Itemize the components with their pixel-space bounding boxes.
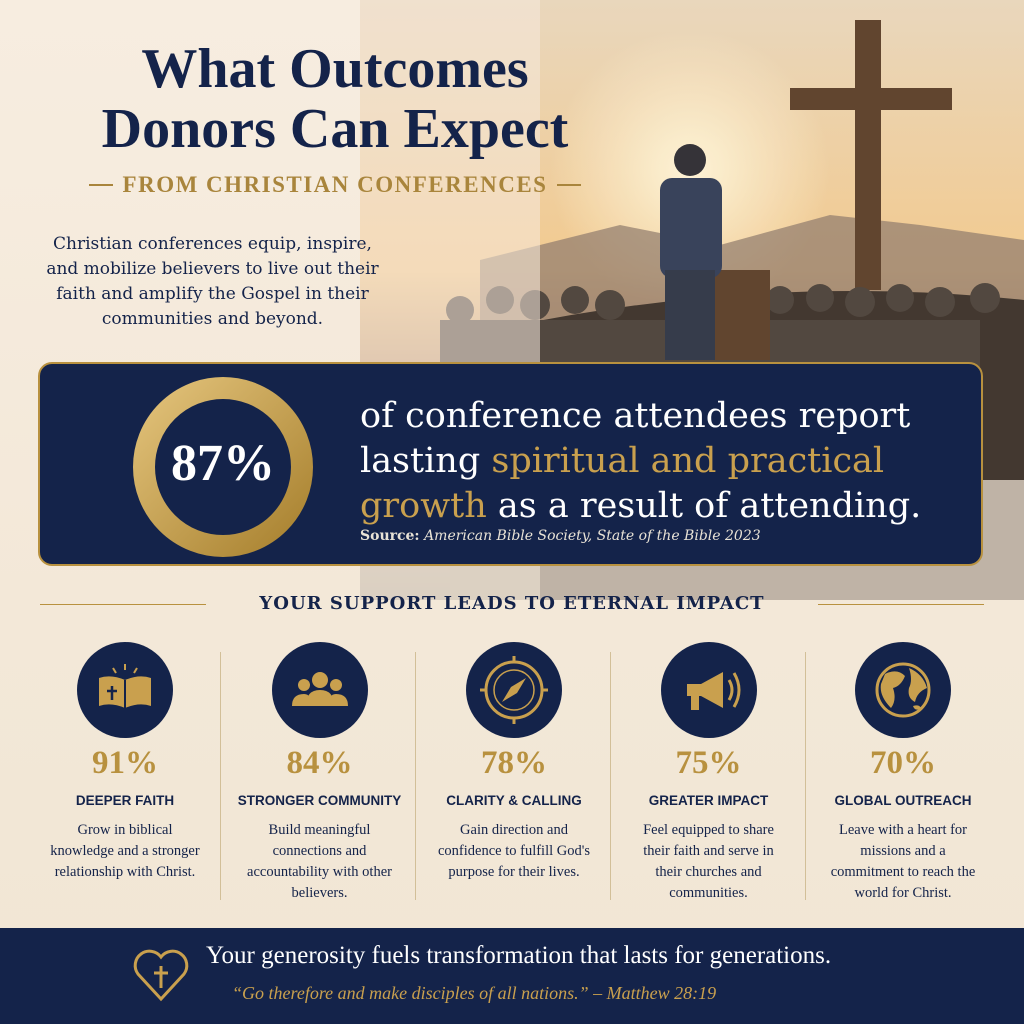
item-icon (855, 642, 951, 738)
item-icon (466, 642, 562, 738)
intro: Christian conferences equip, inspire, an… (46, 234, 379, 329)
item-stat: 70% (870, 745, 936, 781)
item-stat: 75% (675, 745, 742, 781)
divider (610, 652, 611, 900)
item-stat: 78% (481, 745, 547, 781)
item-text: Leave with a heart for missions and a co… (830, 822, 976, 901)
item-stat: 91% (92, 745, 158, 781)
highlight: spiritual and practical growth (360, 441, 885, 526)
ring: 87% (133, 377, 313, 557)
item-title: CLARITY & CALLING (446, 793, 582, 808)
source: Source: American Bible Society, State of… (360, 528, 761, 544)
item-title: GREATER IMPACT (648, 793, 769, 808)
source-label: Source: (360, 528, 420, 544)
text: as a result of attending. (486, 486, 922, 526)
item-title: GLOBAL OUTREACH (834, 793, 972, 808)
title-line: What Outcomes (141, 38, 529, 100)
subtitle-text: FROM CHRISTIAN CONFERENCES (122, 172, 548, 197)
hero-panel: 87% of conference attendees report lasti… (38, 362, 983, 566)
item-icon (660, 642, 757, 738)
rule (557, 184, 582, 186)
title-line: Donors Can Expect (101, 98, 569, 160)
subtitle: FROM CHRISTIAN CONFERENCES (30, 172, 640, 198)
heart-icon (133, 949, 189, 1002)
item-icon (77, 642, 173, 738)
item-text: Build meaningful connections and account… (247, 822, 392, 901)
divider (805, 652, 806, 900)
item-text: Grow in biblical knowledge and a stronge… (50, 822, 200, 880)
footer-quote: “Go therefore and make disciples of all … (232, 983, 717, 1003)
rule (40, 604, 206, 605)
hero-text: of conference attendees report lasting s… (360, 394, 960, 529)
rule (88, 184, 113, 186)
section-title: YOUR SUPPORT LEADS TO ETERNAL IMPACT (259, 593, 765, 614)
source-text: American Bible Society, State of the Bib… (424, 528, 761, 544)
item-stat: 84% (286, 745, 353, 781)
item-icon (271, 642, 368, 738)
hero-stat: 87% (171, 435, 275, 492)
divider (415, 652, 416, 900)
rule (818, 604, 984, 605)
text: of conference attendees report lasting (360, 396, 911, 481)
footer-message: Your generosity fuels transformation tha… (206, 942, 832, 969)
item-text: Feel equipped to share their faith and s… (643, 822, 774, 901)
divider (220, 652, 221, 900)
item-title: STRONGER COMMUNITY (237, 793, 402, 808)
item-text: Gain direction and confidence to fulfill… (437, 822, 590, 880)
item-title: DEEPER FAITH (75, 793, 175, 808)
footer: Your generosity fuels transformation tha… (0, 928, 1024, 1024)
